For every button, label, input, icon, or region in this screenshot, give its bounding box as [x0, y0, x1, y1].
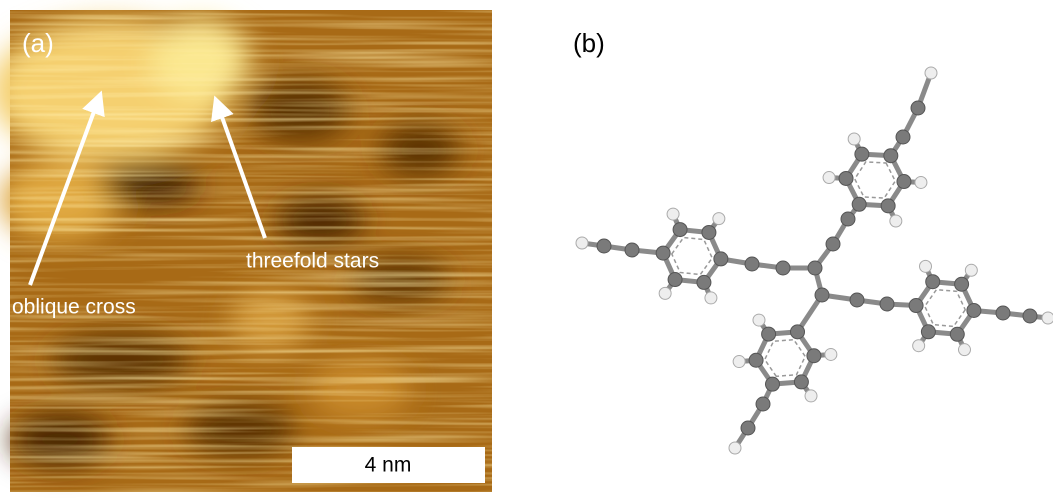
carbon-atom	[749, 353, 763, 367]
hydrogen-atom	[1042, 312, 1053, 324]
hydrogen-atom	[705, 292, 717, 304]
carbon-atom	[697, 275, 711, 289]
hydrogen-atom	[805, 390, 817, 402]
panel-label: (b)	[573, 28, 605, 58]
carbon-atom	[656, 246, 670, 260]
molecule	[576, 67, 1053, 454]
scale-bar-label: 4 nm	[365, 454, 412, 477]
carbon-atom	[765, 377, 779, 391]
ring-inner	[765, 340, 805, 377]
carbon-atom	[841, 212, 855, 226]
carbon-atom	[776, 261, 790, 275]
hydrogen-atom	[733, 356, 745, 368]
carbon-atom	[855, 147, 869, 161]
carbon-atom	[955, 277, 969, 291]
carbon-atom	[967, 303, 981, 317]
hydrogen-atom	[823, 172, 835, 184]
hydrogen-atom	[667, 208, 679, 220]
carbon-atom	[673, 223, 687, 237]
carbon-atom	[745, 257, 759, 271]
carbon-atom	[921, 325, 935, 339]
ring-inner	[672, 237, 712, 274]
hydrogen-atom	[925, 67, 937, 79]
hydrogen-atom	[913, 340, 925, 352]
carbon-atom	[807, 349, 821, 363]
carbon-atom	[996, 306, 1010, 320]
hydrogen-atom	[848, 133, 860, 145]
carbon-atom	[896, 130, 910, 144]
carbon-atom	[881, 199, 895, 213]
carbon-atom	[794, 375, 808, 389]
panel-label: (a)	[22, 28, 54, 58]
hydrogen-atom	[576, 237, 588, 249]
carbon-atom	[926, 275, 940, 289]
carbon-atom	[850, 293, 864, 307]
carbon-atom	[839, 171, 853, 185]
hydrogen-atom	[920, 260, 932, 272]
hydrogen-atom	[965, 264, 977, 276]
hydrogen-atom	[825, 348, 837, 360]
carbon-atom	[884, 149, 898, 163]
carbon-atom	[852, 197, 866, 211]
carbon-atom	[668, 273, 682, 287]
carbon-atom	[762, 327, 776, 341]
hydrogen-atom	[659, 287, 671, 299]
ring-inner	[925, 290, 965, 327]
annotation: oblique cross	[12, 296, 136, 319]
carbon-atom	[911, 101, 925, 115]
carbon-atom	[625, 243, 639, 257]
hydrogen-atom	[753, 314, 765, 326]
carbon-atom	[597, 239, 611, 253]
annotation: threefold stars	[246, 250, 379, 273]
hydrogen-atom	[890, 215, 902, 227]
carbon-atom	[791, 325, 805, 339]
figure: (a) oblique cross threefold stars 4 nm (…	[0, 0, 1053, 502]
carbon-atom	[756, 397, 770, 411]
hydrogen-atom	[713, 213, 725, 225]
carbon-atom	[826, 237, 840, 251]
hydrogen-atom	[915, 176, 927, 188]
hydrogen-atom	[958, 344, 970, 356]
carbon-atom	[897, 175, 911, 189]
carbon-atom	[808, 261, 822, 275]
ring-inner	[855, 162, 896, 198]
carbon-atom	[714, 252, 728, 266]
carbon-atom	[741, 421, 755, 435]
carbon-atom	[815, 288, 829, 302]
carbon-atom	[1023, 309, 1037, 323]
carbon-atom	[880, 297, 894, 311]
hydrogen-atom	[729, 442, 741, 454]
carbon-atom	[950, 327, 964, 341]
carbon-atom	[702, 225, 716, 239]
carbon-atom	[909, 299, 923, 313]
